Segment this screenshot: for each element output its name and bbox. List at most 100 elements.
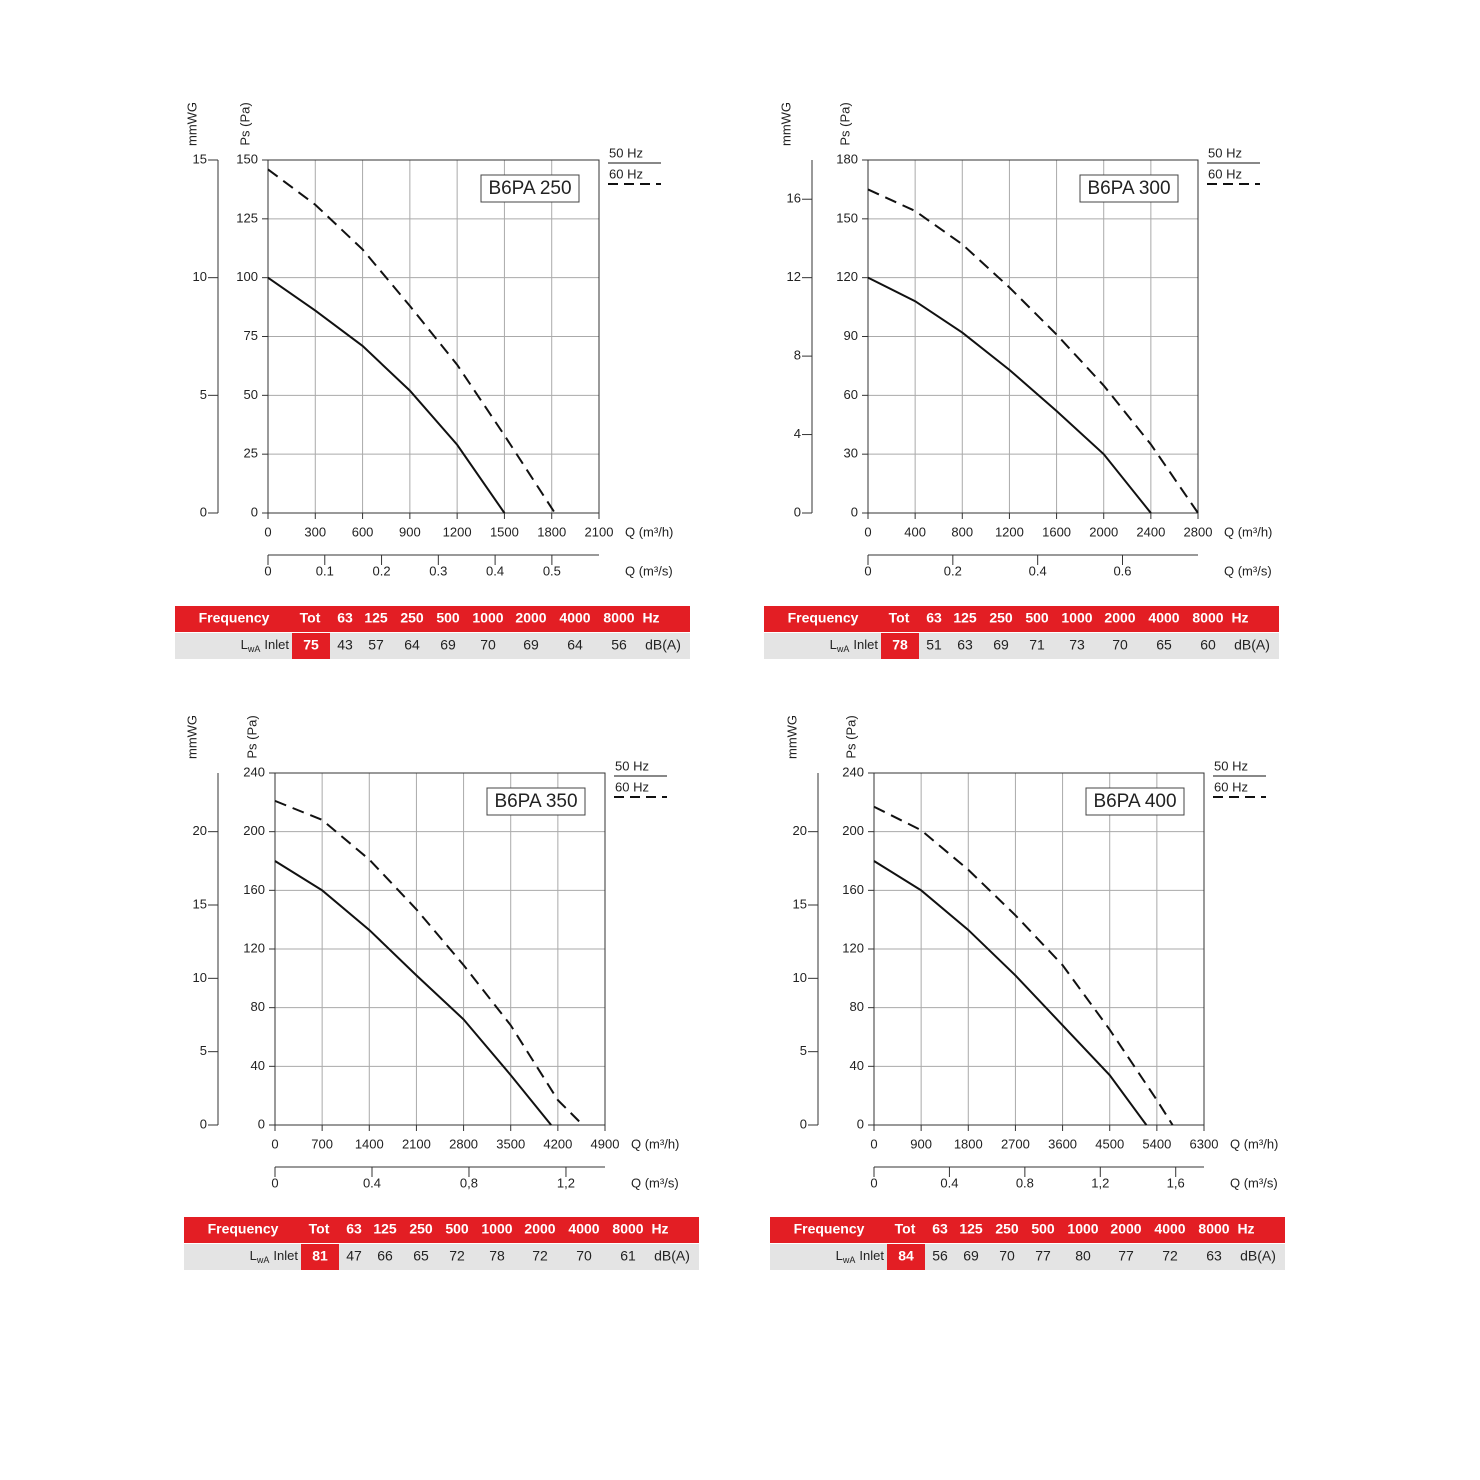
table-header: 125 xyxy=(364,610,388,626)
table-value: 78 xyxy=(489,1248,505,1264)
table-header: Hz xyxy=(651,1221,668,1237)
x-tick-label: 5400 xyxy=(1142,1136,1171,1151)
y2-axis-label: mmWG xyxy=(184,102,199,146)
x-tick-label: 2100 xyxy=(402,1136,431,1151)
table-value: 63 xyxy=(957,637,973,653)
x2-tick-label: 0 xyxy=(271,1175,278,1190)
table-value: 43 xyxy=(337,637,353,653)
row-label-main: L xyxy=(836,1248,843,1263)
y2-tick-label: 0 xyxy=(800,1116,807,1131)
table-value: 60 xyxy=(1200,637,1216,653)
row-label: LwA Inlet xyxy=(250,1248,299,1265)
x2-tick-label: 0,8 xyxy=(460,1175,478,1190)
chart-title: B6PA 400 xyxy=(1093,791,1176,812)
y-tick-label: 75 xyxy=(244,328,258,343)
table-value: 63 xyxy=(1206,1248,1222,1264)
row-label-main: L xyxy=(241,637,248,652)
table-unit: dB(A) xyxy=(654,1248,690,1264)
x2-tick-label: 0.1 xyxy=(316,563,334,578)
table-header: Tot xyxy=(895,1221,916,1237)
table-value: 69 xyxy=(993,637,1009,653)
y-tick-label: 25 xyxy=(244,446,258,461)
x-tick-label: 4200 xyxy=(543,1136,572,1151)
table-header: 1000 xyxy=(1067,1221,1098,1237)
x-tick-label: 400 xyxy=(904,524,926,539)
y2-tick-label: 5 xyxy=(200,387,207,402)
y2-tick-label: 16 xyxy=(787,191,801,206)
legend-label: 50 Hz xyxy=(1208,145,1242,160)
table-header: Frequency xyxy=(794,1221,865,1237)
x-axis-label: Q (m³/h) xyxy=(631,1136,679,1151)
table-value: 56 xyxy=(611,637,627,653)
x-axis-label: Q (m³/h) xyxy=(1224,524,1272,539)
table-value: 72 xyxy=(1162,1248,1178,1264)
title-box xyxy=(1085,787,1185,816)
table-value: 65 xyxy=(413,1248,429,1264)
table-header: 250 xyxy=(400,610,424,626)
x2-tick-label: 0.4 xyxy=(1029,563,1047,578)
row-label-name: Inlet xyxy=(273,1248,298,1263)
table-header: Frequency xyxy=(788,610,859,626)
table-row-bg xyxy=(184,1244,699,1270)
table-value: 70 xyxy=(576,1248,592,1264)
x2-tick-label: 0.6 xyxy=(1113,563,1131,578)
legend-label: 60 Hz xyxy=(609,166,643,181)
y2-axis-label: mmWG xyxy=(778,102,793,146)
table-header-bg xyxy=(175,606,690,632)
y-tick-label: 80 xyxy=(251,999,265,1014)
table-header: 2000 xyxy=(515,610,546,626)
y-tick-label: 120 xyxy=(243,940,265,955)
table-header: 250 xyxy=(995,1221,1019,1237)
y-tick-label: 150 xyxy=(836,210,858,225)
table-header: 250 xyxy=(409,1221,433,1237)
table-header: Hz xyxy=(642,610,659,626)
y-tick-label: 30 xyxy=(844,446,858,461)
y-tick-label: 0 xyxy=(251,504,258,519)
series-line xyxy=(873,805,1174,1126)
x-tick-label: 1200 xyxy=(995,524,1024,539)
table-row-bg xyxy=(175,633,690,659)
x2-tick-label: 0.5 xyxy=(543,563,561,578)
chart-title: B6PA 300 xyxy=(1087,178,1170,199)
x-tick-label: 2700 xyxy=(1001,1136,1030,1151)
table-header: Hz xyxy=(1231,610,1248,626)
y-tick-label: 240 xyxy=(842,764,864,779)
y-tick-label: 120 xyxy=(836,269,858,284)
table-header: 500 xyxy=(1031,1221,1055,1237)
table-tot-bg xyxy=(301,1244,339,1270)
series-line xyxy=(274,799,584,1126)
table-header: 63 xyxy=(337,610,353,626)
table-header: 63 xyxy=(932,1221,948,1237)
legend-label: 50 Hz xyxy=(1214,758,1248,773)
table-header: 8000 xyxy=(1198,1221,1229,1237)
row-label-main: L xyxy=(830,637,837,652)
y2-tick-label: 4 xyxy=(794,426,801,441)
table-header: 2000 xyxy=(1104,610,1135,626)
row-label-name: Inlet xyxy=(853,637,878,652)
series-line xyxy=(873,860,1148,1126)
table-header: 500 xyxy=(445,1221,469,1237)
table-value: 69 xyxy=(523,637,539,653)
legend-label: 50 Hz xyxy=(615,758,649,773)
x2-tick-label: 0.4 xyxy=(363,1175,381,1190)
x-tick-label: 4900 xyxy=(591,1136,620,1151)
table-header: 4000 xyxy=(559,610,590,626)
table-header: 63 xyxy=(346,1221,362,1237)
table-value: 71 xyxy=(1029,637,1045,653)
row-label: LwA Inlet xyxy=(241,637,290,654)
y2-tick-label: 8 xyxy=(794,348,801,363)
table-header: 125 xyxy=(953,610,977,626)
y2-tick-label: 0 xyxy=(200,1116,207,1131)
y-tick-label: 200 xyxy=(243,823,265,838)
y2-axis-label: mmWG xyxy=(184,715,199,759)
table-tot-bg xyxy=(292,633,330,659)
table-value: 72 xyxy=(449,1248,465,1264)
table-header: Frequency xyxy=(208,1221,279,1237)
y-tick-label: 150 xyxy=(236,151,258,166)
x-tick-label: 600 xyxy=(352,524,374,539)
table-header: Frequency xyxy=(199,610,270,626)
row-label-name: Inlet xyxy=(859,1248,884,1263)
table-tot-bg xyxy=(887,1244,925,1270)
x2-axis-label: Q (m³/s) xyxy=(625,563,673,578)
